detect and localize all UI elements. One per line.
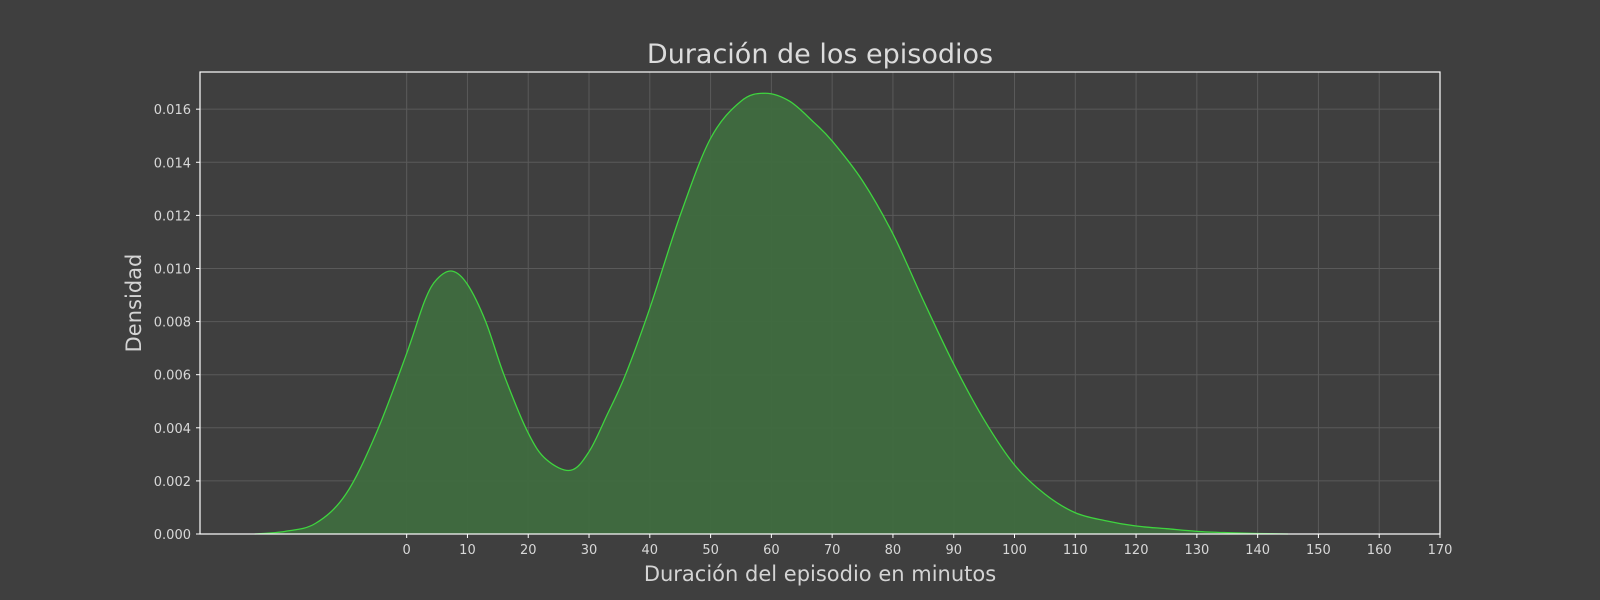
x-tick-label: 0 xyxy=(403,543,411,558)
x-tick-label: 120 xyxy=(1124,543,1149,558)
y-tick-label: 0.002 xyxy=(154,475,191,490)
density-area xyxy=(254,92,1289,535)
plot-frame xyxy=(199,71,1441,535)
x-tick-label: 140 xyxy=(1245,543,1270,558)
x-tick-label: 160 xyxy=(1367,543,1392,558)
x-tick-label: 40 xyxy=(642,543,659,558)
x-tick-label: 170 xyxy=(1428,543,1453,558)
y-tick-label: 0.016 xyxy=(154,103,191,118)
x-tick-label: 70 xyxy=(824,543,841,558)
y-tick-label: 0.010 xyxy=(154,262,191,277)
y-tick-label: 0.000 xyxy=(154,528,191,543)
x-tick-label: 110 xyxy=(1063,543,1088,558)
y-tick-label: 0.008 xyxy=(154,316,191,331)
x-tick-label: 60 xyxy=(763,543,780,558)
x-tick-label: 100 xyxy=(1002,543,1027,558)
y-tick-label: 0.006 xyxy=(154,369,191,384)
x-tick-label: 90 xyxy=(945,543,962,558)
x-tick-label: 50 xyxy=(702,543,719,558)
x-tick-label: 80 xyxy=(885,543,902,558)
density-line xyxy=(254,92,1289,535)
x-axis-ticks: 0 10 20 30 40 50 60 70 80 90 100 110 120 130 140 150 160… xyxy=(403,534,1453,558)
x-tick-label: 150 xyxy=(1306,543,1331,558)
x-tick-label: 30 xyxy=(581,543,598,558)
y-tick-label: 0.012 xyxy=(154,209,191,224)
density-fill xyxy=(254,93,1289,535)
x-tick-label: 130 xyxy=(1184,543,1209,558)
y-tick-label: 0.004 xyxy=(154,422,191,437)
y-axis-ticks: 0.000 0.002 0.004 0.006 0.008 0.010 0.012 0.014… xyxy=(154,103,200,543)
x-axis-label: Duración del episodio en minutos xyxy=(644,562,996,586)
y-axis-label: Densidad xyxy=(122,254,146,353)
y-tick-label: 0.014 xyxy=(154,156,191,171)
x-tick-label: 10 xyxy=(459,543,476,558)
x-tick-label: 20 xyxy=(520,543,537,558)
chart-title: Duración de los episodios xyxy=(647,39,993,70)
